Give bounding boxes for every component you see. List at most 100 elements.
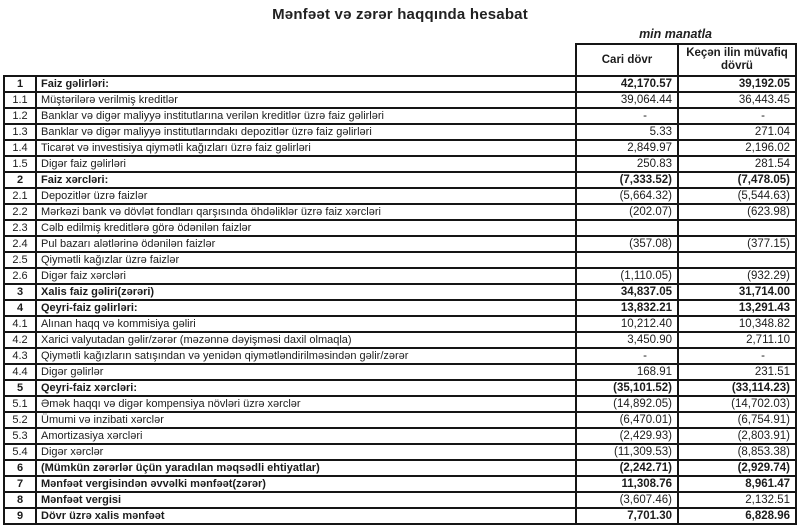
row-label: Faiz gəlirləri:	[35, 75, 577, 93]
row-value-previous: 271.04	[677, 123, 797, 141]
row-value-current: 5.33	[575, 123, 679, 141]
row-number: 5.1	[3, 395, 37, 413]
row-value-current: (11,309.53)	[575, 443, 679, 461]
row-number: 4.4	[3, 363, 37, 381]
row-value-previous: (7,478.05)	[677, 171, 797, 189]
column-header-previous-period: Keçən ilin müvafiq dövrü	[677, 43, 797, 77]
table-row: 2.1 Depozitlər üzrə faizlər (5,664.32) (…	[3, 187, 797, 205]
row-value-previous: 36,443.45	[677, 91, 797, 109]
row-number: 2.2	[3, 203, 37, 221]
row-value-current: (1,110.05)	[575, 267, 679, 285]
row-value-previous: 231.51	[677, 363, 797, 381]
row-label: Amortizasiya xərcləri	[35, 427, 577, 445]
row-number: 1.1	[3, 91, 37, 109]
table-row: 2.6 Digər faiz xərcləri (1,110.05) (932.…	[3, 267, 797, 285]
row-value-current: (2,242.71)	[575, 459, 679, 477]
row-value-current: 13,832.21	[575, 299, 679, 317]
table-row: 4 Qeyri-faiz gəlirləri: 13,832.21 13,291…	[3, 299, 797, 317]
row-number: 1	[3, 75, 37, 93]
row-number: 2.3	[3, 219, 37, 237]
row-value-current: -	[575, 107, 679, 125]
table-row: 5.1 Əmək haqqı və digər kompensiya növlə…	[3, 395, 797, 413]
row-label: (Mümkün zərərlər üçün yaradılan məqsədli…	[35, 459, 577, 477]
row-label: Qeyri-faiz gəlirləri:	[35, 299, 577, 317]
row-value-previous: (33,114.23)	[677, 379, 797, 397]
table-row: 9 Dövr üzrə xalis mənfəət 7,701.30 6,828…	[3, 507, 797, 525]
row-value-previous: (5,544.63)	[677, 187, 797, 205]
row-value-previous: 13,291.43	[677, 299, 797, 317]
row-value-current: 39,064.44	[575, 91, 679, 109]
row-number: 7	[3, 475, 37, 493]
row-value-current: -	[575, 347, 679, 365]
row-value-current: 11,308.76	[575, 475, 679, 493]
row-value-previous: 39,192.05	[677, 75, 797, 93]
row-label: Əmək haqqı və digər kompensiya növləri ü…	[35, 395, 577, 413]
row-value-previous: 2,196.02	[677, 139, 797, 157]
table-row: 4.4 Digər gəlirlər 168.91 231.51	[3, 363, 797, 381]
row-label: Depozitlər üzrə faizlər	[35, 187, 577, 205]
row-value-previous	[677, 219, 797, 237]
table-row: 1.2 Banklar və digər maliyyə institutlar…	[3, 107, 797, 125]
table-row: 2.4 Pul bazarı alətlərinə ödənilən faizl…	[3, 235, 797, 253]
row-number: 1.5	[3, 155, 37, 173]
row-value-current: 2,849.97	[575, 139, 679, 157]
row-label: Dövr üzrə xalis mənfəət	[35, 507, 577, 525]
row-value-current: 42,170.57	[575, 75, 679, 93]
table-row: 8 Mənfəət vergisi (3,607.46) 2,132.51	[3, 491, 797, 509]
row-value-current: 250.83	[575, 155, 679, 173]
row-number: 5.3	[3, 427, 37, 445]
row-value-current: 7,701.30	[575, 507, 679, 525]
row-label: Xalis faiz gəliri(zərəri)	[35, 283, 577, 301]
row-value-previous: -	[677, 347, 797, 365]
row-value-previous: (6,754.91)	[677, 411, 797, 429]
row-label: Banklar və digər maliyyə institutlarında…	[35, 123, 577, 141]
row-label: Digər faiz gəlirləri	[35, 155, 577, 173]
row-value-current: (6,470.01)	[575, 411, 679, 429]
table-row: 5 Qeyri-faiz xərcləri: (35,101.52) (33,1…	[3, 379, 797, 397]
row-label: Mənfəət vergisi	[35, 491, 577, 509]
row-value-previous: 6,828.96	[677, 507, 797, 525]
table-row: 1 Faiz gəlirləri: 42,170.57 39,192.05	[3, 75, 797, 93]
row-label: Digər faiz xərcləri	[35, 267, 577, 285]
row-number: 2.6	[3, 267, 37, 285]
row-value-previous: -	[677, 107, 797, 125]
row-label: Ticarət və investisiya qiymətli kağızlar…	[35, 139, 577, 157]
row-value-previous: (2,803.91)	[677, 427, 797, 445]
table-row: 2.2 Mərkəzi bank və dövlət fondları qarş…	[3, 203, 797, 221]
table-row: 4.1 Alınan haqq və kommisiya gəliri 10,2…	[3, 315, 797, 333]
row-number: 6	[3, 459, 37, 477]
row-value-current: (3,607.46)	[575, 491, 679, 509]
table-row: 1.3 Banklar və digər maliyyə institutlar…	[3, 123, 797, 141]
row-number: 4.2	[3, 331, 37, 349]
row-number: 9	[3, 507, 37, 525]
row-number: 1.3	[3, 123, 37, 141]
row-label: Xarici valyutadan gəlir/zərər (məzənnə d…	[35, 331, 577, 349]
row-label: Alınan haqq və kommisiya gəliri	[35, 315, 577, 333]
table-row: 4.2 Xarici valyutadan gəlir/zərər (məzən…	[3, 331, 797, 349]
row-label: Banklar və digər maliyyə institutlarına …	[35, 107, 577, 125]
row-number: 4.1	[3, 315, 37, 333]
table-row: 5.2 Ümumi və inzibati xərclər (6,470.01)…	[3, 411, 797, 429]
table-body: 1 Faiz gəlirləri: 42,170.57 39,192.05 1.…	[3, 75, 797, 525]
table-row: 2 Faiz xərcləri: (7,333.52) (7,478.05)	[3, 171, 797, 189]
row-label: Qiymətli kağızlar üzrə faizlər	[35, 251, 577, 269]
table-row: 1.1 Müştərilərə verilmiş kreditlər 39,06…	[3, 91, 797, 109]
row-value-current: (2,429.93)	[575, 427, 679, 445]
row-number: 8	[3, 491, 37, 509]
row-number: 2	[3, 171, 37, 189]
row-value-current: 3,450.90	[575, 331, 679, 349]
row-number: 5	[3, 379, 37, 397]
row-value-previous: 10,348.82	[677, 315, 797, 333]
row-value-previous: 8,961.47	[677, 475, 797, 493]
row-label: Cəlb edilmiş kreditlərə görə ödənilən fa…	[35, 219, 577, 237]
column-header-current-period: Cari dövr	[575, 43, 679, 77]
row-value-previous: 281.54	[677, 155, 797, 173]
row-label: Digər xərclər	[35, 443, 577, 461]
table-row: 2.3 Cəlb edilmiş kreditlərə görə ödənilə…	[3, 219, 797, 237]
row-label: Faiz xərcləri:	[35, 171, 577, 189]
row-value-previous: 2,132.51	[677, 491, 797, 509]
row-value-current: 168.91	[575, 363, 679, 381]
row-number: 2.4	[3, 235, 37, 253]
row-number: 5.2	[3, 411, 37, 429]
